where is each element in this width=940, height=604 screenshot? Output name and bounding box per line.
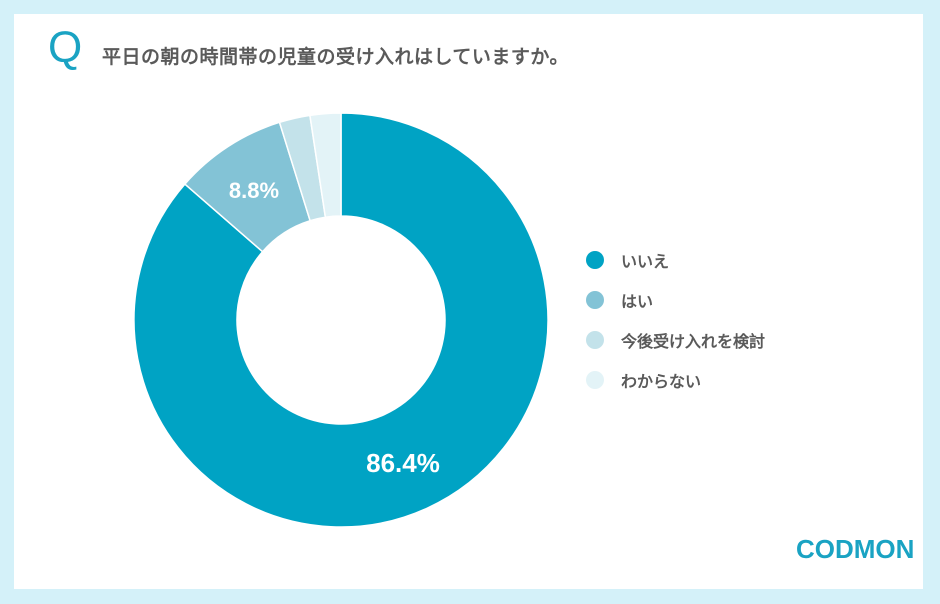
legend-item-no: いいえ [586, 240, 765, 280]
legend-label: 今後受け入れを検討 [621, 332, 766, 351]
donut-slices [133, 112, 549, 528]
legend-dot-icon [586, 371, 604, 389]
legend-label: いいえ [621, 252, 670, 271]
slice-label-no: 86.4% [366, 448, 440, 478]
legend-label: わからない [621, 372, 702, 391]
legend-label: はい [621, 292, 654, 311]
legend-dot-icon [586, 251, 604, 269]
donut-slice [309, 112, 342, 219]
legend-item-considering: 今後受け入れを検討 [586, 320, 765, 360]
legend-dot-icon [586, 291, 604, 309]
codmon-logo: CODMON [796, 534, 915, 564]
legend-item-yes: はい [586, 280, 765, 320]
donut-slice [133, 112, 549, 528]
question-title: 平日の朝の時間帯の児童の受け入れはしていますか。 [102, 46, 570, 68]
legend-dot-icon [586, 331, 604, 349]
question-mark-icon: Q [48, 23, 83, 72]
legend-item-unknown: わからない [586, 360, 765, 400]
slice-label-yes: 8.8% [229, 178, 279, 203]
legend: いいえ はい 今後受け入れを検討 わからない [586, 240, 765, 400]
